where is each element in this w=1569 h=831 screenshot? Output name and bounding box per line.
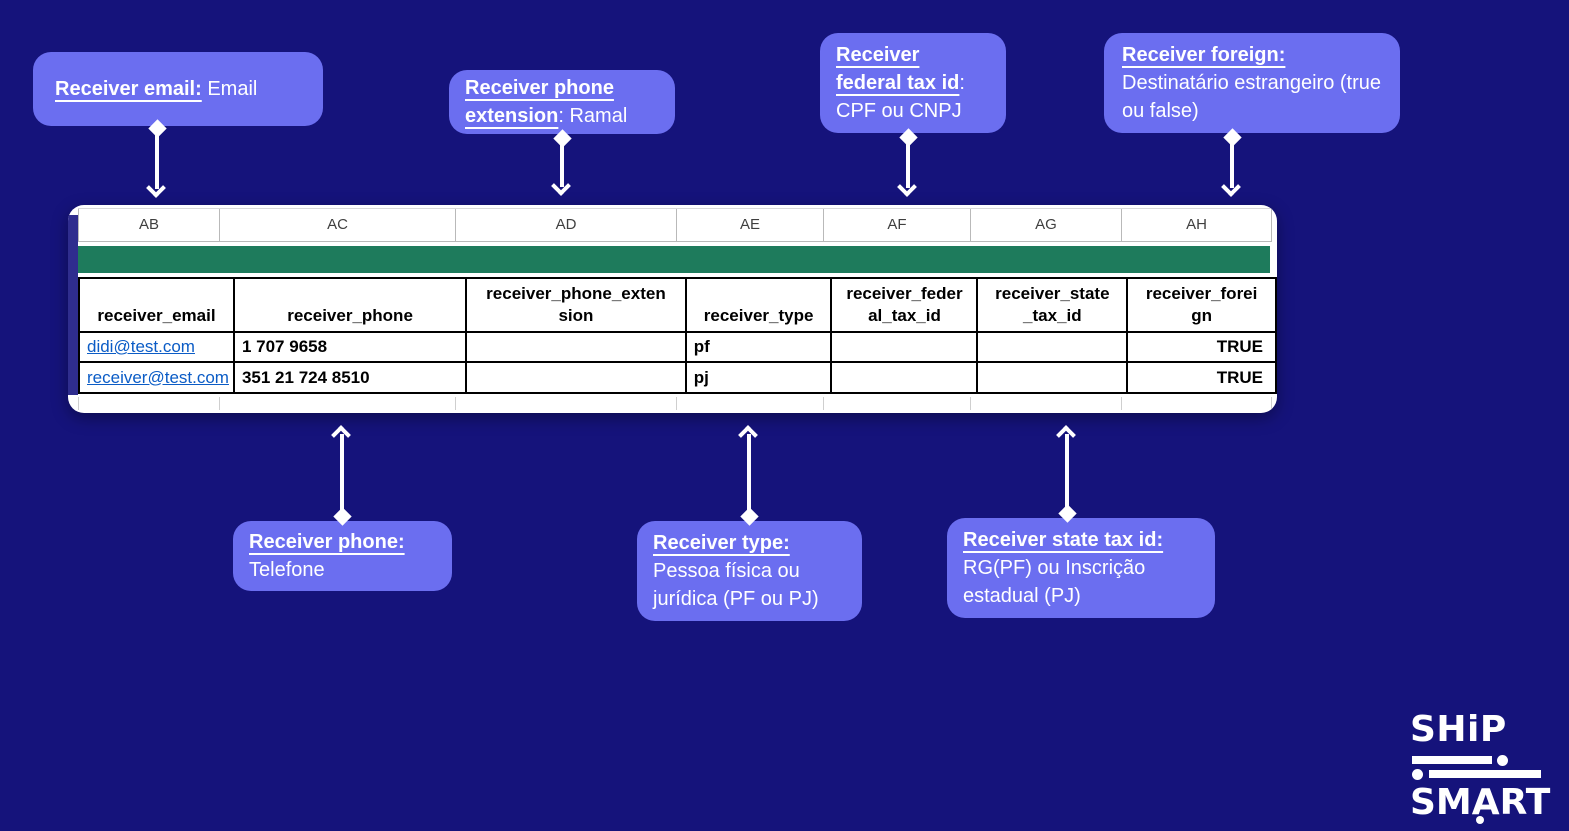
logo-bar-icon [1412,768,1541,780]
callout-title: Receiver phone: [249,531,405,553]
cell-receiver-state-tax-id [976,331,1129,363]
spreadsheet-screenshot-panel: AB AC AD AE AF AG AH receiver_email rece… [68,205,1277,413]
column-header-receiver-type: receiver_type [684,277,833,333]
callout-description: Email [201,78,258,100]
callout-description: Destinatário estrangeiro (true ou false) [1122,72,1382,122]
empty-cell [220,397,456,410]
arrow-federal-tax-to-column-af-icon [893,128,923,197]
arrowhead-icon [551,176,571,196]
column-header-receiver-federal-tax-id: receiver_feder al_tax_id [830,277,979,333]
callout-receiver-phone-extension: Receiver phone extension: Ramal [449,70,675,134]
arrow-shaft [340,434,344,516]
column-header-receiver-email: receiver_email [78,277,235,333]
arrow-shaft [1065,434,1069,513]
callout-title: Receiver phone extension [465,77,614,127]
arrow-shaft [155,129,159,189]
screenshot-left-edge-strip [68,215,78,395]
email-link[interactable]: receiver@test.com [87,367,229,387]
logo-dot-icon [1476,816,1484,824]
arrow-state-tax-to-column-ag-icon [1052,425,1082,523]
ship-smart-logo: SHiP SMART [1410,712,1560,824]
cell-receiver-phone: 1 707 9658 [232,331,468,363]
spreadsheet-table: receiver_email receiver_phone receiver_p… [78,277,1277,394]
callout-receiver-phone: Receiver phone: Telefone [233,521,452,591]
green-title-band [68,246,1270,273]
header-row: receiver_email receiver_phone receiver_p… [78,277,1277,333]
arrowhead-icon [146,178,166,198]
cell-receiver-federal-tax-id [830,361,979,394]
callout-description: : Ramal [558,105,628,127]
column-header-receiver-foreign: receiver_forei gn [1126,277,1277,333]
callout-receiver-foreign: Receiver foreign: Destinatário estrangei… [1104,33,1400,133]
cell-receiver-state-tax-id [976,361,1129,394]
column-letter-ag: AG [971,209,1122,241]
column-letter-ad: AD [456,209,677,241]
callout-receiver-state-tax-id: Receiver state tax id: RG(PF) ou Inscriç… [947,518,1215,618]
callout-receiver-email: Receiver email: Email [33,52,323,126]
arrow-email-to-column-ab-icon [142,119,172,198]
cell-receiver-phone-extension [465,331,687,363]
empty-cell [677,397,824,410]
empty-cell [456,397,677,410]
callout-title: Receiver email: [55,78,202,100]
arrow-shaft [906,138,910,188]
callout-description: Telefone [249,559,325,581]
email-link[interactable]: didi@test.com [87,337,195,356]
logo-bar-icon [1412,754,1508,766]
arrow-extension-to-column-ad-icon [547,129,577,196]
cell-receiver-phone: 351 21 724 8510 [232,361,468,394]
callout-description: : CPF ou CNPJ [836,72,965,122]
callout-description: RG(PF) ou Inscrição estadual (PJ) [963,557,1146,607]
callout-receiver-type: Receiver type: Pessoa física ou jurídica… [637,521,862,621]
column-header-receiver-phone: receiver_phone [232,277,468,333]
callout-title: Receiver state tax id: [963,529,1164,551]
arrow-foreign-to-column-ah-icon [1217,128,1247,197]
diamond-endpoint-icon [332,507,352,526]
column-letter-ab: AB [78,209,220,241]
column-letter-ae: AE [677,209,824,241]
diamond-endpoint-icon [1057,504,1077,523]
arrow-shaft [1230,138,1234,188]
column-letter-ah: AH [1122,209,1272,241]
arrow-shaft [560,139,564,187]
empty-cell [824,397,971,410]
cell-receiver-foreign: TRUE [1126,331,1277,363]
logo-text-ship: SHiP [1410,709,1507,750]
empty-cell [78,397,220,410]
callout-description: Pessoa física ou jurídica (PF ou PJ) [653,560,819,610]
column-header-receiver-state-tax-id: receiver_state _tax_id [976,277,1129,333]
cell-receiver-email: receiver@test.com [78,361,235,394]
diamond-endpoint-icon [739,507,759,526]
callout-title: Receiver type: [653,532,790,554]
callout-title: Receiver federal tax id [836,44,960,94]
arrow-type-to-column-ae-icon [734,425,764,526]
table-row: receiver@test.com 351 21 724 8510 pj TRU… [78,361,1277,394]
logo-text-smart: SMART [1410,782,1551,823]
cell-receiver-foreign: TRUE [1126,361,1277,394]
column-letter-af: AF [824,209,971,241]
arrowhead-icon [897,177,917,197]
column-letter-ac: AC [220,209,456,241]
column-header-receiver-phone-extension: receiver_phone_exten sion [465,277,687,333]
cell-receiver-phone-extension [465,361,687,394]
callout-title: Receiver foreign: [1122,44,1286,66]
cell-receiver-federal-tax-id [830,331,979,363]
arrow-phone-to-column-ac-icon [327,425,357,526]
arrowhead-icon [1221,177,1241,197]
callout-receiver-federal-tax-id: Receiver federal tax id: CPF ou CNPJ [820,33,1006,133]
empty-cell [1122,397,1272,410]
cell-receiver-type: pf [684,331,833,363]
partial-empty-row [78,397,1272,410]
column-letters-row: AB AC AD AE AF AG AH [78,208,1272,242]
empty-cell [971,397,1122,410]
cell-receiver-type: pj [684,361,833,394]
cell-receiver-email: didi@test.com [78,331,235,363]
arrow-shaft [747,434,751,516]
table-row: didi@test.com 1 707 9658 pf TRUE [78,331,1277,363]
